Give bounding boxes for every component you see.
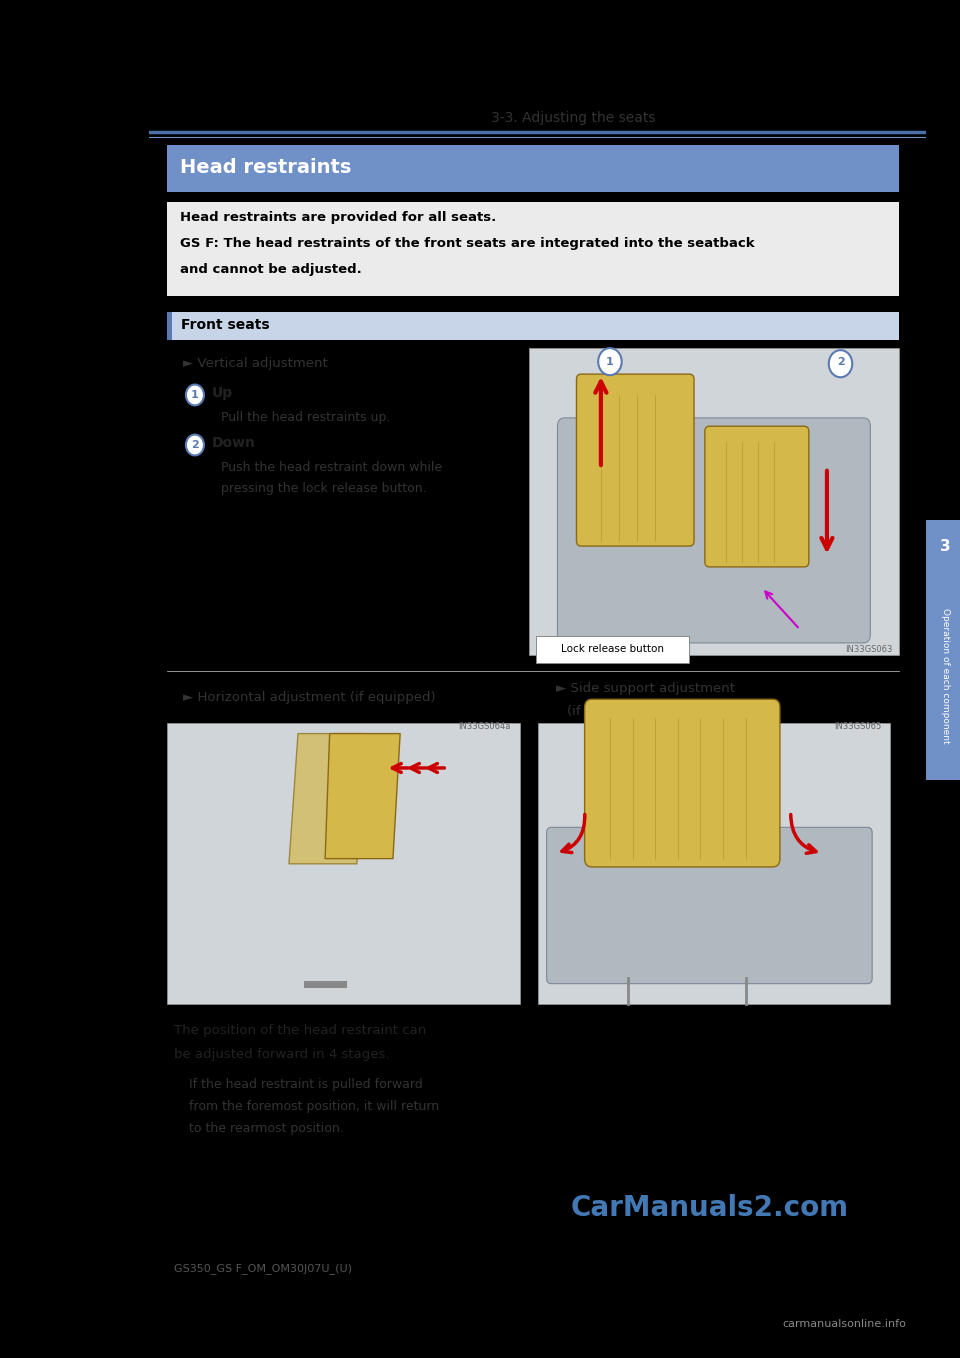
Text: be adjusted forward in 4 stages.: be adjusted forward in 4 stages. xyxy=(174,1048,390,1061)
Text: The position of the head restraint can: The position of the head restraint can xyxy=(174,1024,426,1038)
Text: Pull the head restraints up.: Pull the head restraints up. xyxy=(221,411,391,425)
FancyBboxPatch shape xyxy=(585,699,780,866)
Text: If the head restraint is pulled forward: If the head restraint is pulled forward xyxy=(188,1078,422,1092)
Text: Push the head restraint down while: Push the head restraint down while xyxy=(221,462,443,474)
FancyBboxPatch shape xyxy=(167,311,172,340)
FancyBboxPatch shape xyxy=(167,311,900,340)
FancyBboxPatch shape xyxy=(529,348,900,656)
Text: 2: 2 xyxy=(191,440,199,449)
Text: Up: Up xyxy=(212,386,233,399)
Text: Head restraints are provided for all seats.: Head restraints are provided for all sea… xyxy=(180,212,496,224)
FancyBboxPatch shape xyxy=(558,418,871,642)
Text: IN33GS064a: IN33GS064a xyxy=(458,722,511,731)
Text: Lock release button: Lock release button xyxy=(562,644,664,655)
Text: GS350_GS F_OM_OM30J07U_(U): GS350_GS F_OM_OM30J07U_(U) xyxy=(174,1263,352,1274)
Text: 3-3. Adjusting the seats: 3-3. Adjusting the seats xyxy=(491,111,655,125)
Text: pressing the lock release button.: pressing the lock release button. xyxy=(221,482,427,496)
FancyBboxPatch shape xyxy=(167,724,519,1005)
Text: to the rearmost position.: to the rearmost position. xyxy=(188,1122,344,1135)
Text: Head restraints: Head restraints xyxy=(180,159,351,178)
Text: IN33GS063: IN33GS063 xyxy=(845,645,892,653)
Text: and cannot be adjusted.: and cannot be adjusted. xyxy=(180,263,362,277)
Text: IN33GS065: IN33GS065 xyxy=(834,722,881,731)
Text: ► Side support adjustment: ► Side support adjustment xyxy=(556,682,734,695)
FancyBboxPatch shape xyxy=(167,202,900,296)
Text: 1: 1 xyxy=(191,390,199,401)
Text: Front seats: Front seats xyxy=(181,318,270,333)
Text: 3: 3 xyxy=(940,539,951,554)
Text: 171: 171 xyxy=(855,107,900,128)
Circle shape xyxy=(828,350,852,378)
Circle shape xyxy=(186,384,204,406)
Text: GS F: The head restraints of the front seats are integrated into the seatback: GS F: The head restraints of the front s… xyxy=(180,238,756,250)
Circle shape xyxy=(598,348,622,375)
FancyBboxPatch shape xyxy=(536,636,688,663)
Text: (if equipped): (if equipped) xyxy=(567,705,653,718)
FancyBboxPatch shape xyxy=(576,373,694,546)
Polygon shape xyxy=(325,733,400,858)
FancyBboxPatch shape xyxy=(167,145,900,191)
Text: from the foremost position, it will return: from the foremost position, it will retu… xyxy=(188,1100,439,1114)
Text: Down: Down xyxy=(212,436,256,449)
Text: CarManuals2.com: CarManuals2.com xyxy=(570,1194,849,1222)
Text: Operation of each component: Operation of each component xyxy=(941,608,950,744)
FancyBboxPatch shape xyxy=(546,827,872,983)
FancyBboxPatch shape xyxy=(705,426,809,566)
FancyBboxPatch shape xyxy=(926,520,960,781)
Text: 2: 2 xyxy=(836,357,845,367)
Text: ► Horizontal adjustment (if equipped): ► Horizontal adjustment (if equipped) xyxy=(183,691,436,703)
Text: carmanualsonline.info: carmanualsonline.info xyxy=(782,1319,907,1329)
Text: ► Vertical adjustment: ► Vertical adjustment xyxy=(183,357,328,371)
Polygon shape xyxy=(289,733,366,864)
Text: 1: 1 xyxy=(606,357,613,367)
Circle shape xyxy=(186,435,204,455)
FancyBboxPatch shape xyxy=(538,724,890,1005)
